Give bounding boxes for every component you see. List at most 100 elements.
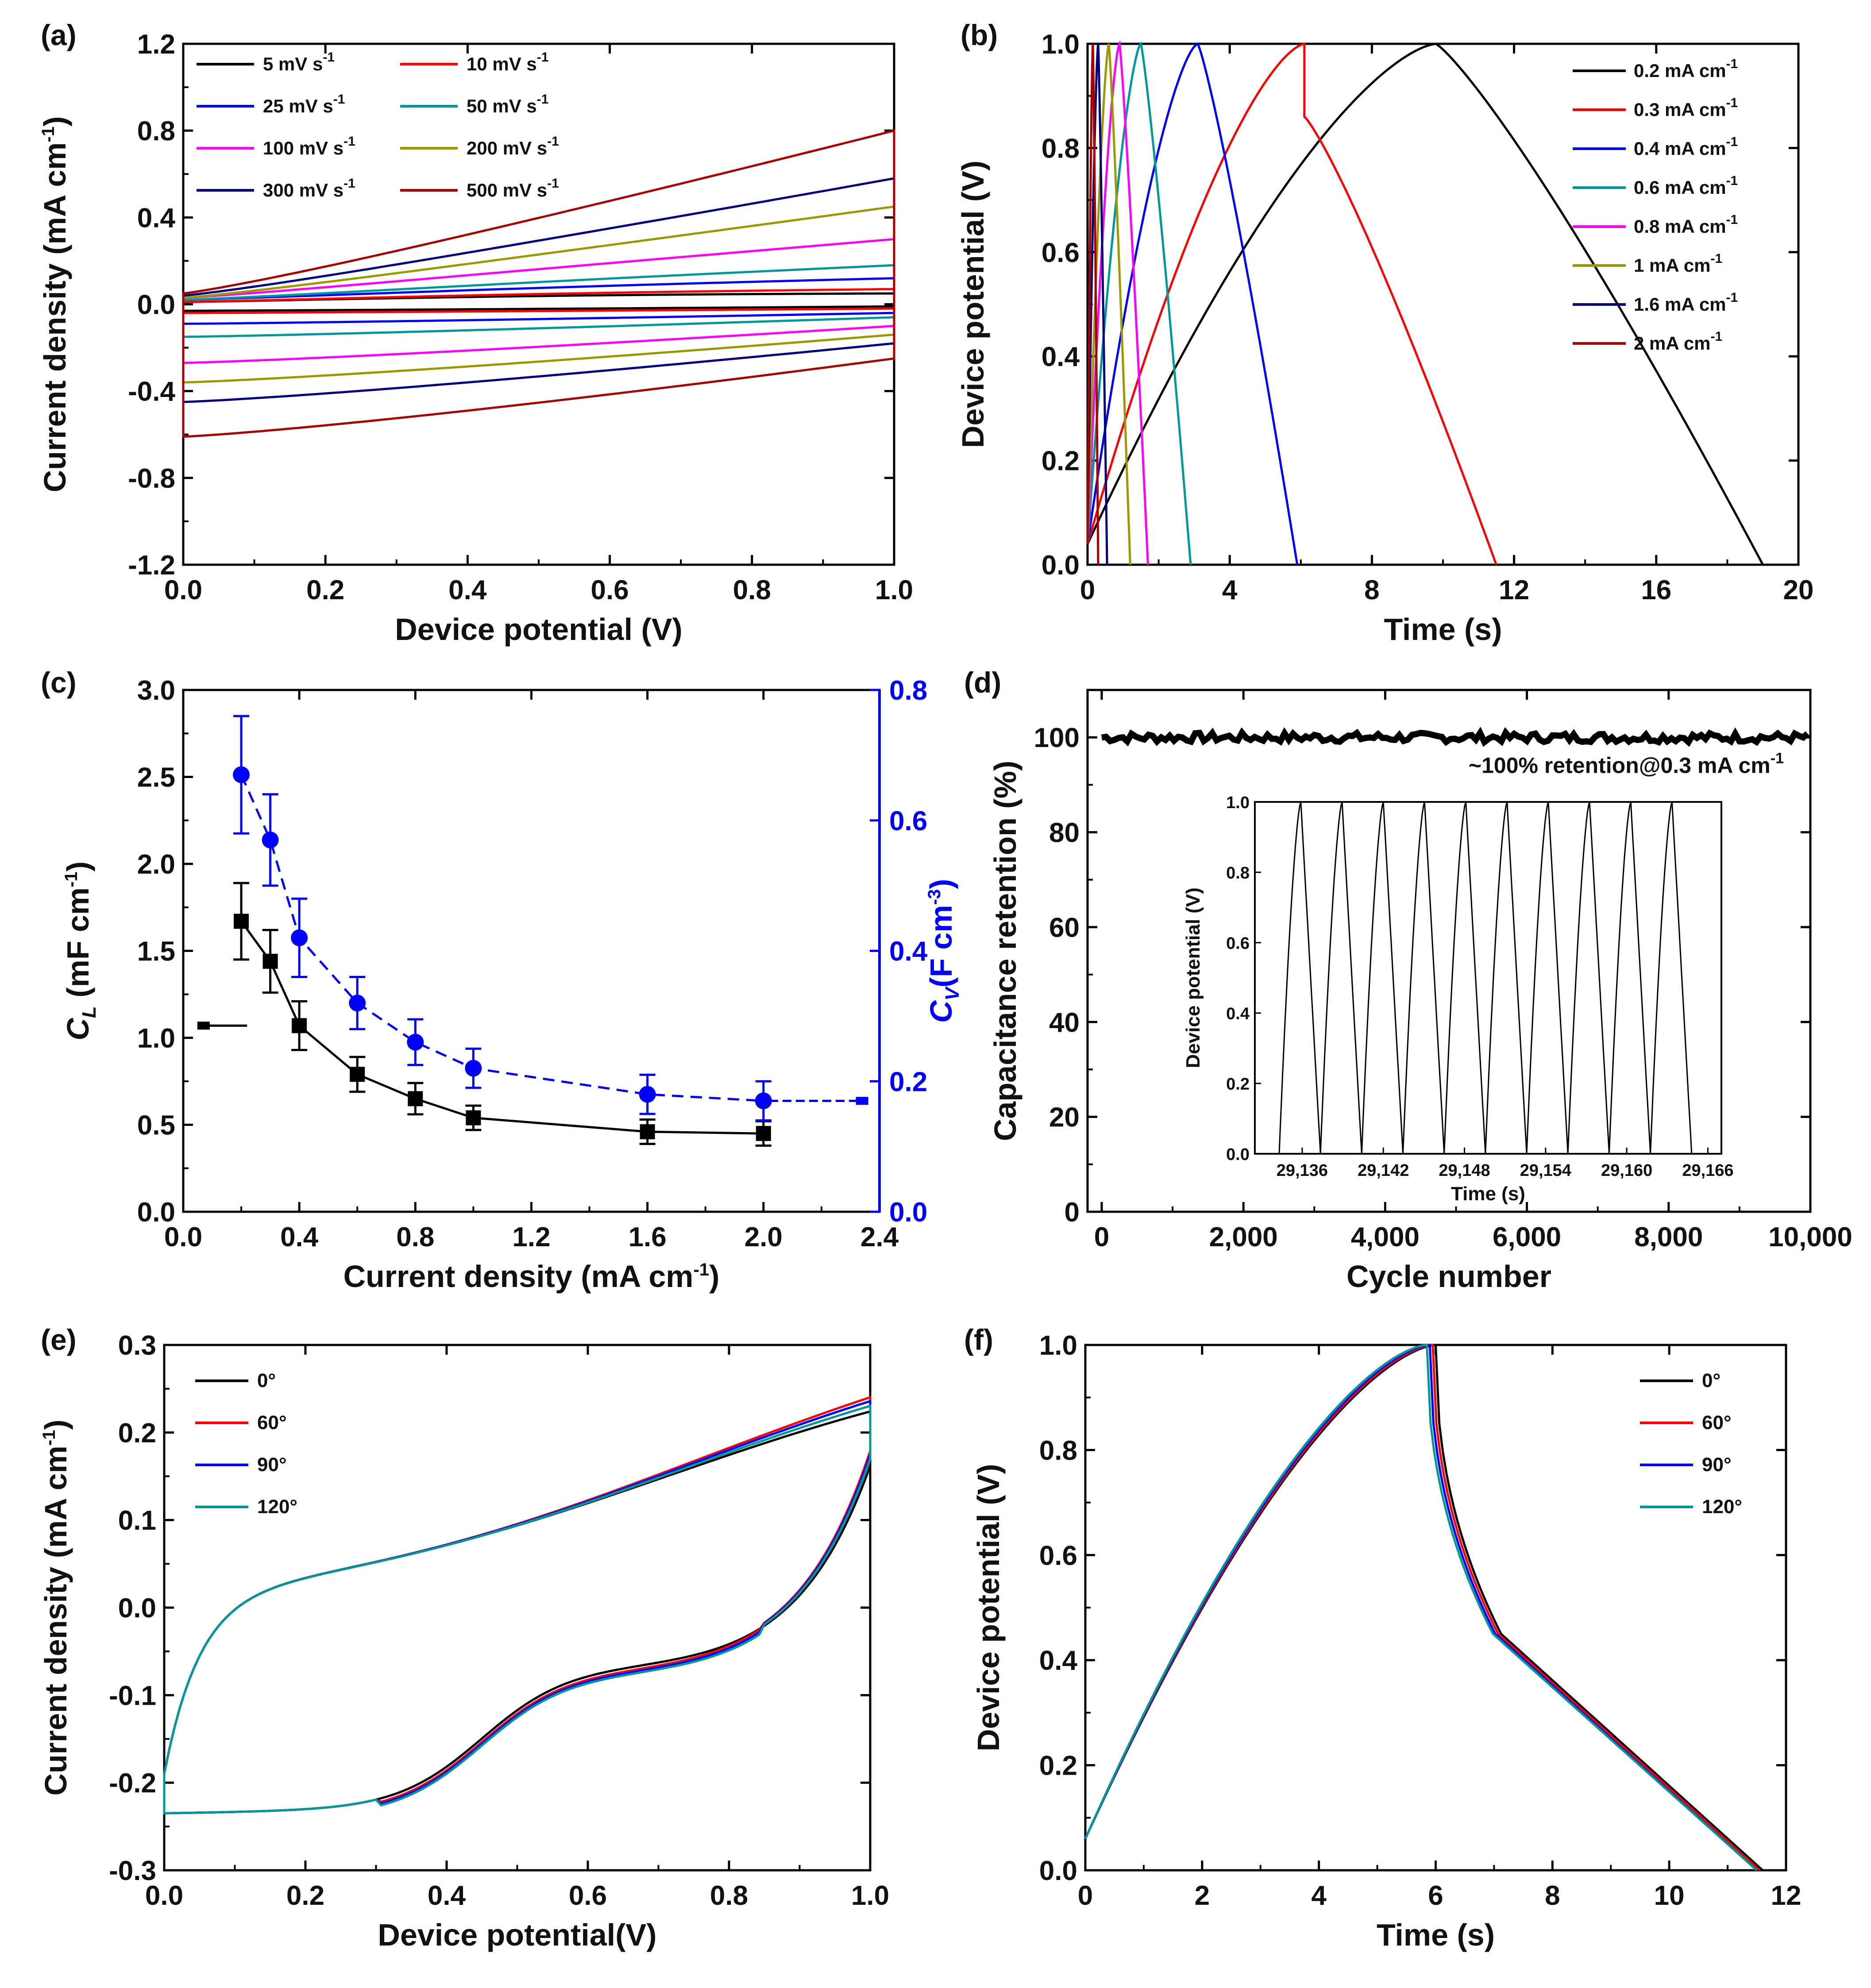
y-tick-label: -1.2 bbox=[128, 550, 175, 581]
y-axis-title: Device potential (V) bbox=[971, 1464, 1006, 1752]
chart-panel-a: 0.0 0.2 0.4 0.6 0.8 1.0 -1.2 -0.8 -0.4 0.0 0.4 0.8 1… bbox=[38, 29, 913, 647]
inset-chart: 29,136 29,142 29,148 29,154 29,160 29,166 0.0 0… bbox=[1182, 794, 1734, 1205]
y-tick-label: 100 bbox=[1034, 723, 1080, 753]
data-point-CV bbox=[349, 994, 366, 1012]
x-axis-title: Time (s) bbox=[1384, 612, 1502, 647]
inset-x-tick-label: 29,142 bbox=[1358, 1161, 1409, 1180]
x-tick-label: 1.0 bbox=[851, 1880, 889, 1911]
x-tick-label: 16 bbox=[1641, 575, 1671, 605]
y-tick-label: 40 bbox=[1049, 1007, 1080, 1038]
x-tick-label: 0.8 bbox=[733, 575, 771, 605]
legend-sup: -1 bbox=[1726, 135, 1738, 149]
panel-label: (f) bbox=[964, 1323, 993, 1356]
y-axis-title: Current density (mA cm-1) bbox=[38, 116, 72, 493]
x-tick-label: 0.0 bbox=[164, 575, 202, 605]
x-tick-label: 0.0 bbox=[145, 1880, 183, 1911]
data-point-CL bbox=[262, 954, 278, 969]
legend-name: 120° bbox=[257, 1496, 297, 1518]
data-point-CL bbox=[640, 1124, 655, 1140]
y2-tick-label: 0.4 bbox=[889, 936, 928, 967]
inset-x-tick-label: 29,136 bbox=[1277, 1161, 1328, 1180]
axis-main: Device potential (V) bbox=[971, 1464, 1006, 1752]
y-tick-label: 2.0 bbox=[137, 849, 175, 880]
axis-sup: -1 bbox=[62, 871, 81, 887]
x-tick-label: 2,000 bbox=[1209, 1222, 1278, 1252]
y-tick-label: 1.0 bbox=[137, 1023, 175, 1054]
legend-label: 0.6 mA cm-1 bbox=[1634, 173, 1738, 198]
y-tick-label: 1.2 bbox=[137, 29, 175, 60]
y-tick-label: 0 bbox=[1065, 1197, 1080, 1228]
y-tick-label: 60 bbox=[1049, 913, 1080, 943]
legend-sup: -1 bbox=[1726, 57, 1738, 71]
legend-label: 90° bbox=[1702, 1454, 1732, 1476]
x-tick-label: 0.2 bbox=[286, 1880, 324, 1911]
panel-label: (b) bbox=[961, 19, 998, 51]
chart-panel-f: 0 2 4 6 8 10 12 0.0 0.2 0.4 0.6 0.8 1.0 0° 60° 90° 120° T… bbox=[971, 1330, 1801, 1952]
x-tick-label: 1.0 bbox=[875, 575, 913, 605]
legend-name: 0.6 mA cm bbox=[1634, 177, 1726, 198]
x-tick-label: 8 bbox=[1545, 1880, 1560, 1911]
x-tick-label: 12 bbox=[1499, 575, 1529, 605]
y-tick-label: 80 bbox=[1049, 818, 1080, 848]
legend-name: 300 mV s bbox=[263, 180, 343, 200]
x-tick-label: 0.0 bbox=[164, 1222, 202, 1252]
legend-sup: -1 bbox=[1726, 173, 1738, 188]
legend-label: 0.4 mA cm-1 bbox=[1634, 135, 1738, 159]
legend-name: 25 mV s bbox=[263, 96, 333, 116]
legend-sup: -1 bbox=[323, 50, 335, 65]
x-tick-label: 4 bbox=[1222, 575, 1238, 605]
x-tick-label: 10,000 bbox=[1768, 1222, 1852, 1252]
legend-label: 90° bbox=[257, 1454, 287, 1476]
y-tick-label: -0.3 bbox=[109, 1856, 156, 1886]
gcd-series-2 bbox=[1086, 42, 1299, 565]
annotation-text: ~100% retention@0.3 mA cm bbox=[1469, 753, 1771, 778]
axis-sup: -1 bbox=[39, 1430, 59, 1446]
data-point-CL bbox=[234, 913, 249, 929]
panel-label: (d) bbox=[964, 666, 1001, 699]
legend-label: 0.3 mA cm-1 bbox=[1634, 96, 1738, 120]
y2-tick-label: 0.6 bbox=[889, 806, 927, 836]
axis-rest: (mF cm bbox=[61, 887, 95, 1006]
axis-tail: ) bbox=[39, 1420, 73, 1430]
axis-main: Capacitance retention (%) bbox=[988, 761, 1022, 1141]
y-tick-label: -0.1 bbox=[109, 1680, 156, 1711]
inset-y-tick-label: 1.0 bbox=[1226, 794, 1250, 812]
y-tick-label: 0.3 bbox=[118, 1330, 156, 1361]
legend-sup: -1 bbox=[537, 50, 549, 65]
legend-sup: -1 bbox=[343, 176, 355, 191]
legend-name: 0.2 mA cm bbox=[1634, 60, 1726, 81]
y2-axis-title: CV(F cm-3) bbox=[924, 879, 963, 1023]
legend-label: 60° bbox=[1702, 1412, 1732, 1433]
y-tick-label: 0.8 bbox=[1039, 1435, 1077, 1466]
axis-main: Current density (mA cm bbox=[343, 1259, 694, 1294]
legend-label: 0.2 mA cm-1 bbox=[1634, 57, 1738, 81]
y-tick-label: 0.2 bbox=[1042, 446, 1080, 477]
panel-label: (a) bbox=[41, 19, 77, 51]
gcd-series-3 bbox=[1086, 41, 1192, 565]
axis-tail: ) bbox=[61, 861, 95, 871]
legend-label: 2 mA cm-1 bbox=[1634, 329, 1722, 354]
axis-main: Device potential (V) bbox=[956, 161, 990, 448]
x-tick-label: 4 bbox=[1311, 1880, 1327, 1911]
legend-label: 0° bbox=[1702, 1370, 1721, 1391]
chart-panel-b: 0 4 8 12 16 200.00.20.40.60.81.00.2 mA cm-10.… bbox=[956, 29, 1813, 647]
legend-sup: -1 bbox=[1711, 329, 1723, 344]
inset-x-tick-label: 29,166 bbox=[1682, 1161, 1733, 1180]
y-tick-label: 3.0 bbox=[137, 675, 175, 706]
axis-tail: ) bbox=[38, 116, 72, 127]
legend-name: 120° bbox=[1702, 1496, 1742, 1518]
x-tick-label: 0 bbox=[1094, 1222, 1109, 1252]
y-tick-label: -0.8 bbox=[128, 463, 175, 494]
x-tick-label: 0 bbox=[1080, 575, 1095, 605]
y-tick-label: 0.8 bbox=[137, 116, 175, 146]
axis-var: C bbox=[61, 1017, 95, 1040]
gcd-series-4 bbox=[1086, 40, 1149, 565]
annotation-sup: -1 bbox=[1771, 750, 1784, 767]
y-tick-label: 20 bbox=[1049, 1102, 1080, 1133]
x-axis-title: Device potential(V) bbox=[378, 1918, 656, 1952]
series-line-CV bbox=[240, 774, 764, 1102]
legend-label: 60° bbox=[257, 1412, 287, 1433]
axis-sub: V bbox=[941, 986, 963, 1001]
legend-label: 1 mA cm-1 bbox=[1634, 251, 1722, 276]
